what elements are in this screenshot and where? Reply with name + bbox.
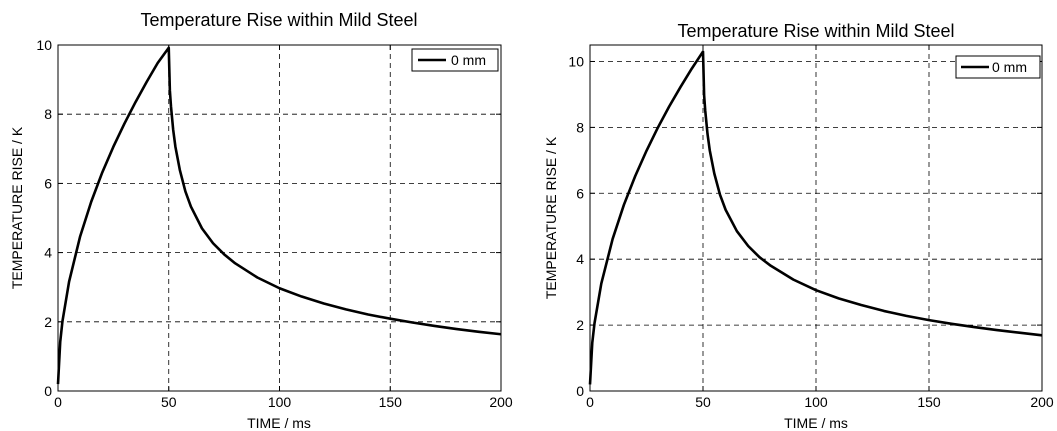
chart-left: Temperature Rise within Mild Steel TIME … [9, 10, 513, 431]
series-line-0mm [56, 46, 502, 385]
legend: 0 mm [955, 55, 1041, 79]
chart-right: Temperature Rise within Mild Steel TIME … [543, 21, 1054, 431]
x-tick-label: 200 [489, 394, 513, 410]
chart-title: Temperature Rise within Mild Steel [677, 21, 954, 41]
x-tick-label: 100 [268, 394, 292, 410]
series-layer [588, 50, 1043, 385]
y-tick-label: 10 [568, 53, 584, 69]
x-ticks: 0 50 100 150 200 [54, 45, 513, 410]
y-tick-label: 2 [576, 317, 584, 333]
x-tick-label: 150 [917, 394, 941, 410]
x-tick-label: 150 [379, 394, 403, 410]
legend-box [411, 48, 499, 72]
y-tick-label: 0 [576, 383, 584, 399]
x-tick-label: 0 [586, 394, 594, 410]
y-ticks: 0 2 4 6 8 10 [36, 37, 501, 399]
legend-box [955, 55, 1041, 79]
x-tick-label: 200 [1030, 394, 1054, 410]
x-tick-label: 50 [695, 394, 711, 410]
series-layer [56, 46, 502, 385]
x-ticks: 0 50 100 150 200 [586, 45, 1054, 410]
chart-title: Temperature Rise within Mild Steel [140, 10, 417, 30]
x-tick-label: 100 [804, 394, 828, 410]
x-axis-label: TIME / ms [784, 415, 848, 431]
grid [590, 45, 1042, 391]
y-tick-label: 8 [576, 119, 584, 135]
y-tick-label: 4 [576, 251, 584, 267]
x-tick-label: 0 [54, 394, 62, 410]
y-tick-label: 2 [44, 314, 52, 330]
y-tick-label: 6 [44, 175, 52, 191]
y-tick-label: 4 [44, 245, 52, 261]
y-tick-label: 6 [576, 185, 584, 201]
y-axis-label: TEMPERATURE RISE / K [9, 126, 25, 289]
y-tick-label: 8 [44, 106, 52, 122]
legend-label-0mm: 0 mm [451, 52, 486, 68]
x-tick-label: 50 [161, 394, 177, 410]
series-line-0mm [588, 50, 1043, 385]
y-axis-label: TEMPERATURE RISE / K [543, 136, 559, 299]
grid [58, 45, 501, 391]
x-axis-label: TIME / ms [247, 415, 311, 431]
y-ticks: 0 2 4 6 8 10 [568, 53, 1042, 399]
y-tick-label: 0 [44, 383, 52, 399]
legend-label-0mm: 0 mm [992, 59, 1027, 75]
legend: 0 mm [411, 48, 499, 72]
y-tick-label: 10 [36, 37, 52, 53]
